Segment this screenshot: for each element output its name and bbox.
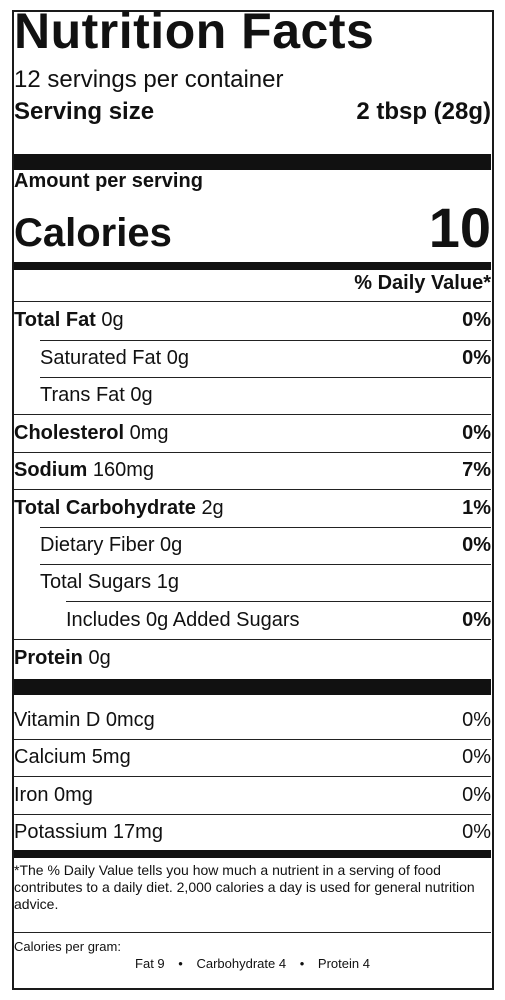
nutrient-row-total-sugars: Total Sugars 1g [40, 570, 491, 594]
nutrient-name: Total Carbohydrate 2g [14, 497, 224, 519]
nutrient-row-total-carbohydrate: Total Carbohydrate 2g 1% [14, 496, 491, 520]
nutrient-name: Total Fat 0g [14, 309, 124, 331]
amount-per-serving: Amount per serving [14, 170, 491, 193]
nutrition-facts-label [12, 10, 494, 990]
divider [14, 452, 491, 453]
medium-divider [14, 850, 491, 858]
amount-per-serving-text: Amount per serving [14, 170, 203, 192]
thick-divider [14, 679, 491, 695]
servings-text: 12 servings per container [14, 66, 284, 93]
cpg-protein: Protein 4 [317, 956, 370, 971]
nutrient-row-cholesterol: Cholesterol 0mg 0% [14, 421, 491, 445]
vitamin-pct: 0% [462, 746, 491, 768]
divider [14, 932, 491, 933]
calories-per-gram: Calories per gram: Fat 9 • Carbohydrate … [14, 938, 491, 972]
vitamin-pct: 0% [462, 709, 491, 731]
nutrient-row-trans-fat: Trans Fat 0g [40, 383, 491, 407]
divider [14, 489, 491, 490]
divider [14, 814, 491, 815]
calories-per-gram-values: Fat 9 • Carbohydrate 4 • Protein 4 [14, 955, 491, 972]
nutrient-row-saturated-fat: Saturated Fat 0g 0% [40, 346, 491, 370]
nutrient-name: Includes 0g Added Sugars [66, 609, 300, 631]
nutrient-name: Protein 0g [14, 647, 111, 669]
serving-size-label: Serving size [14, 98, 155, 125]
divider [40, 340, 491, 341]
nutrient-row-protein: Protein 0g [14, 646, 491, 670]
nutrient-pct: 1% [462, 497, 491, 519]
nutrient-name: Sodium 160mg [14, 459, 155, 481]
nutrient-pct: 0% [462, 534, 491, 556]
calories-value: 10 [428, 196, 491, 259]
nutrient-name: Cholesterol 0mg [14, 422, 169, 444]
servings-per-container: 12 servings per container [14, 66, 491, 94]
nutrient-pct: 0% [462, 347, 491, 369]
vitamin-row-vitamin-d: Vitamin D 0mcg 0% [14, 708, 491, 732]
cpg-carbohydrate: Carbohydrate 4 [196, 956, 287, 971]
daily-value-header-text: % Daily Value* [354, 272, 491, 294]
bullet-separator: • [299, 956, 305, 971]
nutrient-pct: 0% [462, 309, 491, 331]
nutrient-row-sodium: Sodium 160mg 7% [14, 458, 491, 482]
divider [14, 739, 491, 740]
vitamin-name: Vitamin D 0mcg [14, 709, 155, 731]
vitamin-name: Iron 0mg [14, 784, 93, 806]
divider [40, 527, 491, 528]
label-title: Nutrition Facts [14, 3, 375, 59]
nutrient-name: Trans Fat 0g [40, 384, 153, 406]
daily-value-footnote: *The % Daily Value tells you how much a … [14, 862, 475, 912]
serving-size-row: Serving size 2 tbsp (28g) [14, 98, 491, 126]
calories-row: Calories 10 [14, 200, 491, 256]
vitamin-name: Potassium 17mg [14, 821, 163, 843]
bullet-separator: • [178, 956, 183, 971]
nutrient-row-dietary-fiber: Dietary Fiber 0g 0% [40, 533, 491, 557]
thick-divider [14, 154, 491, 170]
nutrient-row-total-fat: Total Fat 0g 0% [14, 308, 491, 332]
calories-per-gram-label: Calories per gram: [14, 939, 121, 954]
daily-value-header: % Daily Value* [14, 272, 491, 295]
vitamin-row-calcium: Calcium 5mg 0% [14, 745, 491, 769]
nutrient-pct: 0% [462, 422, 491, 444]
nutrient-row-added-sugars: Includes 0g Added Sugars 0% [66, 608, 491, 632]
divider [40, 564, 491, 565]
nutrient-name: Dietary Fiber 0g [40, 534, 183, 556]
vitamin-row-potassium: Potassium 17mg 0% [14, 820, 491, 844]
divider [14, 301, 491, 302]
nutrient-pct: 0% [462, 609, 491, 631]
nutrient-pct: 7% [462, 459, 491, 481]
vitamin-row-iron: Iron 0mg 0% [14, 783, 491, 807]
divider [66, 601, 491, 602]
vitamin-pct: 0% [462, 821, 491, 843]
nutrient-name: Total Sugars 1g [40, 571, 179, 593]
divider [14, 639, 491, 640]
nutrient-name: Saturated Fat 0g [40, 347, 189, 369]
medium-divider [14, 262, 491, 270]
cpg-fat: Fat 9 [135, 956, 165, 971]
calories-label: Calories [14, 211, 172, 255]
divider [14, 776, 491, 777]
vitamin-pct: 0% [462, 784, 491, 806]
vitamin-name: Calcium 5mg [14, 746, 131, 768]
divider [40, 377, 491, 378]
divider [14, 414, 491, 415]
serving-size-value: 2 tbsp (28g) [356, 98, 491, 125]
